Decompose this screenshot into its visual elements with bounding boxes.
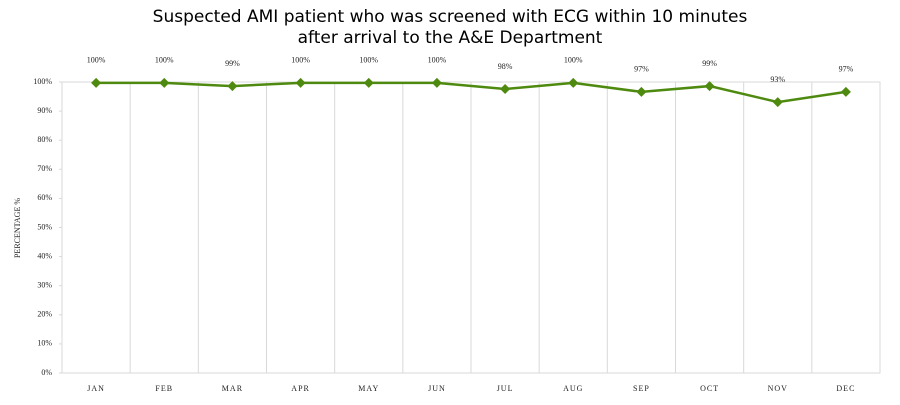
data-point [227, 81, 238, 92]
value-label: 100% [155, 56, 174, 65]
value-label: 93% [770, 75, 785, 84]
value-label: 97% [839, 65, 854, 74]
y-tick-label: 50% [37, 222, 52, 231]
data-point [772, 97, 783, 108]
y-tick-label: 10% [37, 339, 52, 348]
chart-title: Suspected AMI patient who was screened w… [153, 7, 748, 27]
y-axis-label: PERCENTAGE % [13, 198, 22, 258]
data-point [431, 77, 442, 88]
data-point [568, 77, 579, 88]
x-tick-label: AUG [563, 384, 583, 393]
x-tick-label: OCT [700, 384, 719, 393]
y-tick-label: 80% [37, 135, 52, 144]
y-tick-label: 60% [37, 193, 52, 202]
data-point [704, 81, 715, 92]
y-tick-label: 20% [37, 310, 52, 319]
value-label: 97% [634, 65, 649, 74]
y-tick-label: 90% [37, 106, 52, 115]
y-tick-label: 70% [37, 164, 52, 173]
y-tick-label: 0% [41, 368, 52, 377]
x-tick-label: JUL [497, 384, 514, 393]
x-tick-label: MAR [222, 384, 243, 393]
x-tick-label: APR [291, 384, 310, 393]
x-tick-label: JAN [87, 384, 105, 393]
x-tick-label: DEC [836, 384, 855, 393]
data-point [636, 86, 647, 97]
data-point [840, 86, 851, 97]
value-label: 99% [225, 59, 240, 68]
value-label: 100% [564, 56, 583, 65]
y-tick-label: 100% [33, 77, 52, 86]
data-point [91, 77, 102, 88]
x-tick-label: SEP [633, 384, 650, 393]
value-label: 99% [702, 59, 717, 68]
chart-title: after arrival to the A&E Department [298, 28, 603, 48]
value-label: 100% [359, 56, 378, 65]
value-label: 100% [428, 56, 447, 65]
value-label: 100% [87, 56, 106, 65]
data-point [295, 77, 306, 88]
data-point [363, 77, 374, 88]
data-point [159, 77, 170, 88]
x-tick-label: FEB [155, 384, 173, 393]
data-line [96, 81, 847, 104]
x-tick-label: NOV [768, 384, 788, 393]
data-point [500, 83, 511, 94]
value-label: 98% [498, 62, 513, 71]
y-tick-label: 40% [37, 251, 52, 260]
x-tick-label: JUN [428, 384, 446, 393]
value-label: 100% [291, 56, 310, 65]
y-tick-label: 30% [37, 281, 52, 290]
x-tick-label: MAY [358, 384, 379, 393]
